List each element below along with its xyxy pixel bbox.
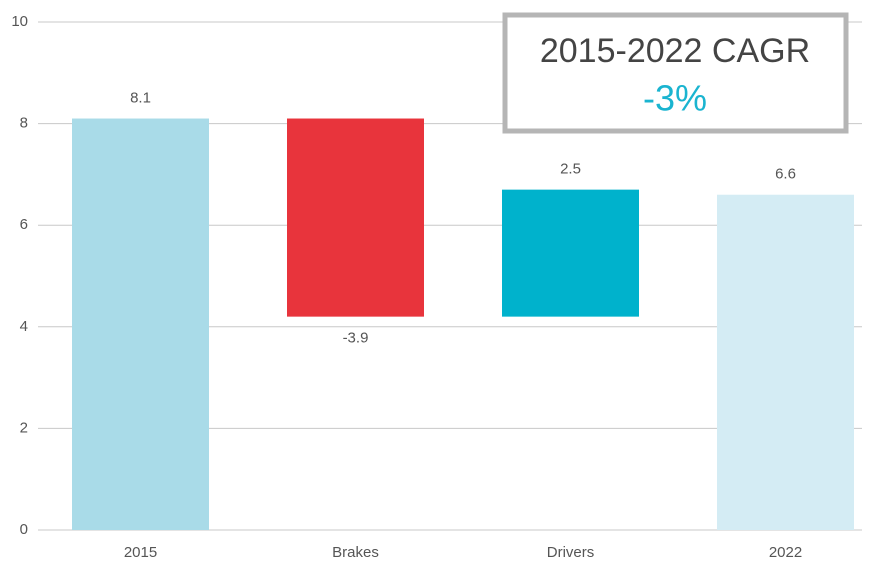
y-tick-label: 0 [20, 521, 28, 538]
x-tick-label: Drivers [547, 544, 595, 561]
bar [717, 194, 854, 530]
data-label: -3.9 [343, 330, 369, 347]
x-tick-label: 2015 [124, 544, 157, 561]
y-tick-label: 10 [11, 13, 28, 30]
y-tick-label: 8 [20, 115, 28, 132]
data-label: 6.6 [775, 166, 796, 183]
y-tick-label: 6 [20, 216, 28, 233]
x-tick-label: Brakes [332, 544, 379, 561]
annotation-title: 2015-2022 CAGR [540, 32, 810, 70]
x-tick-label: 2022 [769, 544, 802, 561]
y-tick-label: 2 [20, 419, 28, 436]
bar [502, 189, 639, 317]
bar [287, 118, 424, 317]
plot-area: 0 2 4 6 8 10 2015 8.1 Brakes -3.9 Drivers 2.5 2022 6.… [11, 13, 862, 561]
annotation-value: -3% [643, 78, 707, 119]
y-tick-label: 4 [20, 318, 28, 335]
annotation-box [502, 12, 849, 134]
data-label: 2.5 [560, 161, 581, 178]
data-label: 8.1 [130, 89, 151, 106]
bar [72, 118, 209, 531]
